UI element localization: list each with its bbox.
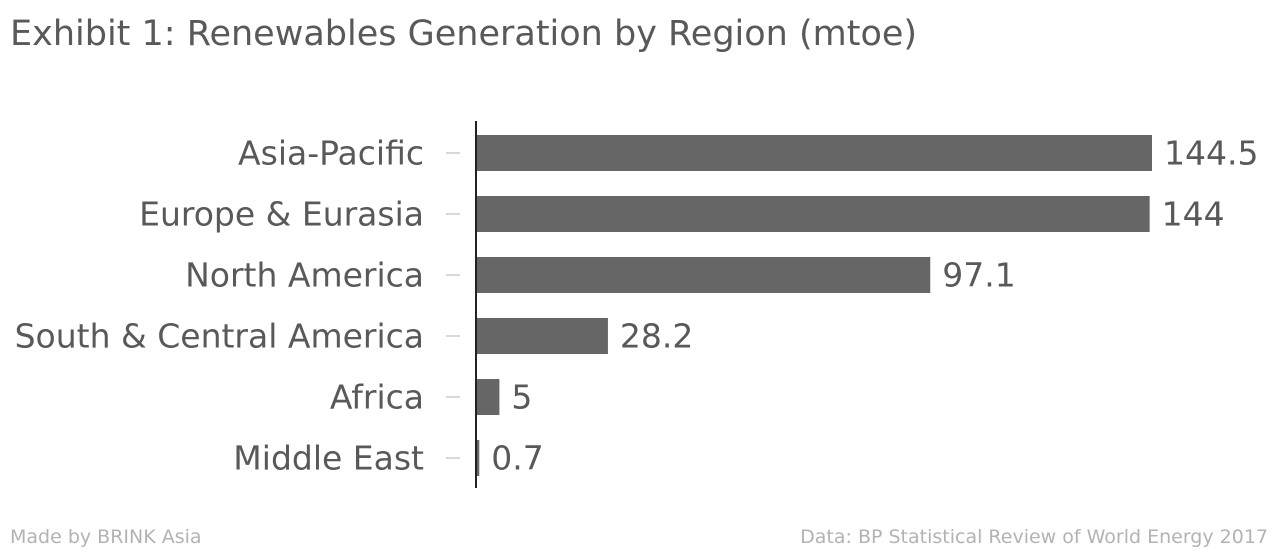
- category-label: Europe & Eurasia: [139, 195, 424, 234]
- value-label: 0.7: [491, 439, 543, 478]
- bar: [476, 196, 1150, 232]
- value-label: 144: [1162, 195, 1225, 234]
- value-label: 5: [511, 378, 532, 417]
- footer-credit: Made by BRINK Asia: [10, 526, 202, 548]
- category-label: Asia-Pacific: [238, 134, 424, 173]
- bars-layer: Asia-Pacific 144.5 Europe & Eurasia 144 Nort…: [15, 134, 1259, 478]
- bar: [476, 135, 1152, 171]
- bar: [476, 318, 608, 354]
- value-label: 97.1: [942, 256, 1015, 295]
- category-label: South & Central America: [15, 317, 424, 356]
- category-label: Africa: [330, 378, 424, 417]
- bar-chart: Asia-Pacific 144.5 Europe & Eurasia 144 Nort…: [15, 121, 1259, 488]
- bar: [476, 379, 500, 415]
- category-label: Middle East: [233, 439, 424, 478]
- category-label: North America: [185, 256, 424, 295]
- footer-source: Data: BP Statistical Review of World Ene…: [800, 526, 1268, 548]
- value-label: 144.5: [1164, 134, 1258, 173]
- bar: [476, 257, 931, 293]
- bar: [476, 440, 480, 476]
- chart-title: Exhibit 1: Renewables Generation by Regi…: [10, 14, 918, 54]
- value-label: 28.2: [620, 317, 693, 356]
